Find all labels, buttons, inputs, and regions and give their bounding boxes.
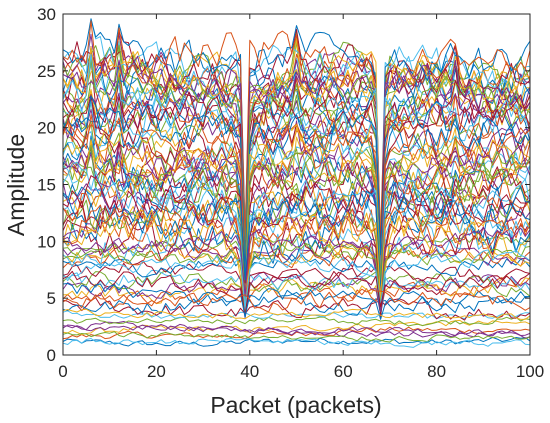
series-line bbox=[62, 208, 531, 311]
series-line bbox=[62, 290, 531, 316]
y-tick-label: 0 bbox=[47, 346, 56, 365]
series-line bbox=[62, 308, 531, 320]
y-tick-label: 25 bbox=[37, 62, 56, 81]
series-line bbox=[62, 283, 531, 320]
series-line bbox=[62, 59, 531, 287]
y-tick-label: 15 bbox=[37, 176, 56, 195]
y-tick-label: 30 bbox=[37, 5, 56, 24]
series-line bbox=[62, 242, 531, 313]
series-line bbox=[62, 275, 531, 312]
series-line bbox=[62, 55, 531, 269]
series-line bbox=[62, 44, 531, 263]
x-tick-label: 100 bbox=[516, 362, 544, 381]
series-line bbox=[62, 209, 531, 301]
series-line bbox=[62, 20, 531, 244]
x-tick-label: 0 bbox=[58, 362, 67, 381]
series-line bbox=[62, 144, 531, 305]
series-line bbox=[62, 185, 531, 293]
series-line bbox=[62, 135, 531, 293]
series-line bbox=[62, 321, 531, 337]
series-line bbox=[62, 216, 531, 304]
series-line bbox=[62, 145, 531, 306]
series-line bbox=[62, 270, 531, 316]
series-line bbox=[62, 161, 531, 311]
y-tick-label: 20 bbox=[37, 119, 56, 138]
series-line bbox=[62, 269, 531, 318]
x-axis-title: Packet (packets) bbox=[210, 392, 381, 418]
series-line bbox=[62, 288, 531, 313]
series-line bbox=[62, 331, 531, 343]
series-line bbox=[62, 175, 531, 305]
series-line bbox=[62, 18, 531, 254]
series-line bbox=[62, 237, 531, 311]
x-tick-label: 80 bbox=[427, 362, 446, 381]
x-tick-label: 40 bbox=[240, 362, 259, 381]
series-line bbox=[62, 80, 531, 290]
y-tick-label: 10 bbox=[37, 232, 56, 251]
x-tick-label: 20 bbox=[147, 362, 166, 381]
y-tick-label: 5 bbox=[47, 289, 56, 308]
series-line bbox=[62, 270, 531, 314]
tick-layer: 0 20 40 60 80 100 0 5 10 15 20 25 30 bbox=[37, 5, 544, 381]
series-line bbox=[62, 92, 531, 278]
series-line bbox=[62, 249, 531, 310]
series-line bbox=[62, 54, 531, 292]
series-line bbox=[62, 18, 531, 303]
series-line bbox=[62, 323, 531, 339]
y-axis-title: Amplitude bbox=[3, 134, 29, 236]
series-line bbox=[62, 33, 531, 304]
series-line bbox=[62, 69, 530, 289]
series-line bbox=[62, 260, 531, 316]
series-line bbox=[62, 326, 531, 340]
series-line bbox=[62, 338, 531, 348]
series-layer bbox=[62, 18, 531, 348]
series-line bbox=[62, 142, 531, 293]
series-line bbox=[62, 176, 531, 317]
series-line bbox=[62, 242, 531, 312]
series-line bbox=[62, 89, 531, 282]
series-line bbox=[62, 128, 531, 303]
series-line bbox=[62, 144, 531, 310]
series-line bbox=[62, 336, 531, 347]
series-line bbox=[62, 127, 531, 309]
series-line bbox=[62, 123, 531, 269]
x-tick-label: 60 bbox=[334, 362, 353, 381]
series-line bbox=[62, 120, 531, 300]
series-line bbox=[62, 316, 531, 327]
series-line bbox=[62, 95, 531, 273]
series-line bbox=[62, 62, 531, 292]
series-line bbox=[62, 271, 531, 319]
